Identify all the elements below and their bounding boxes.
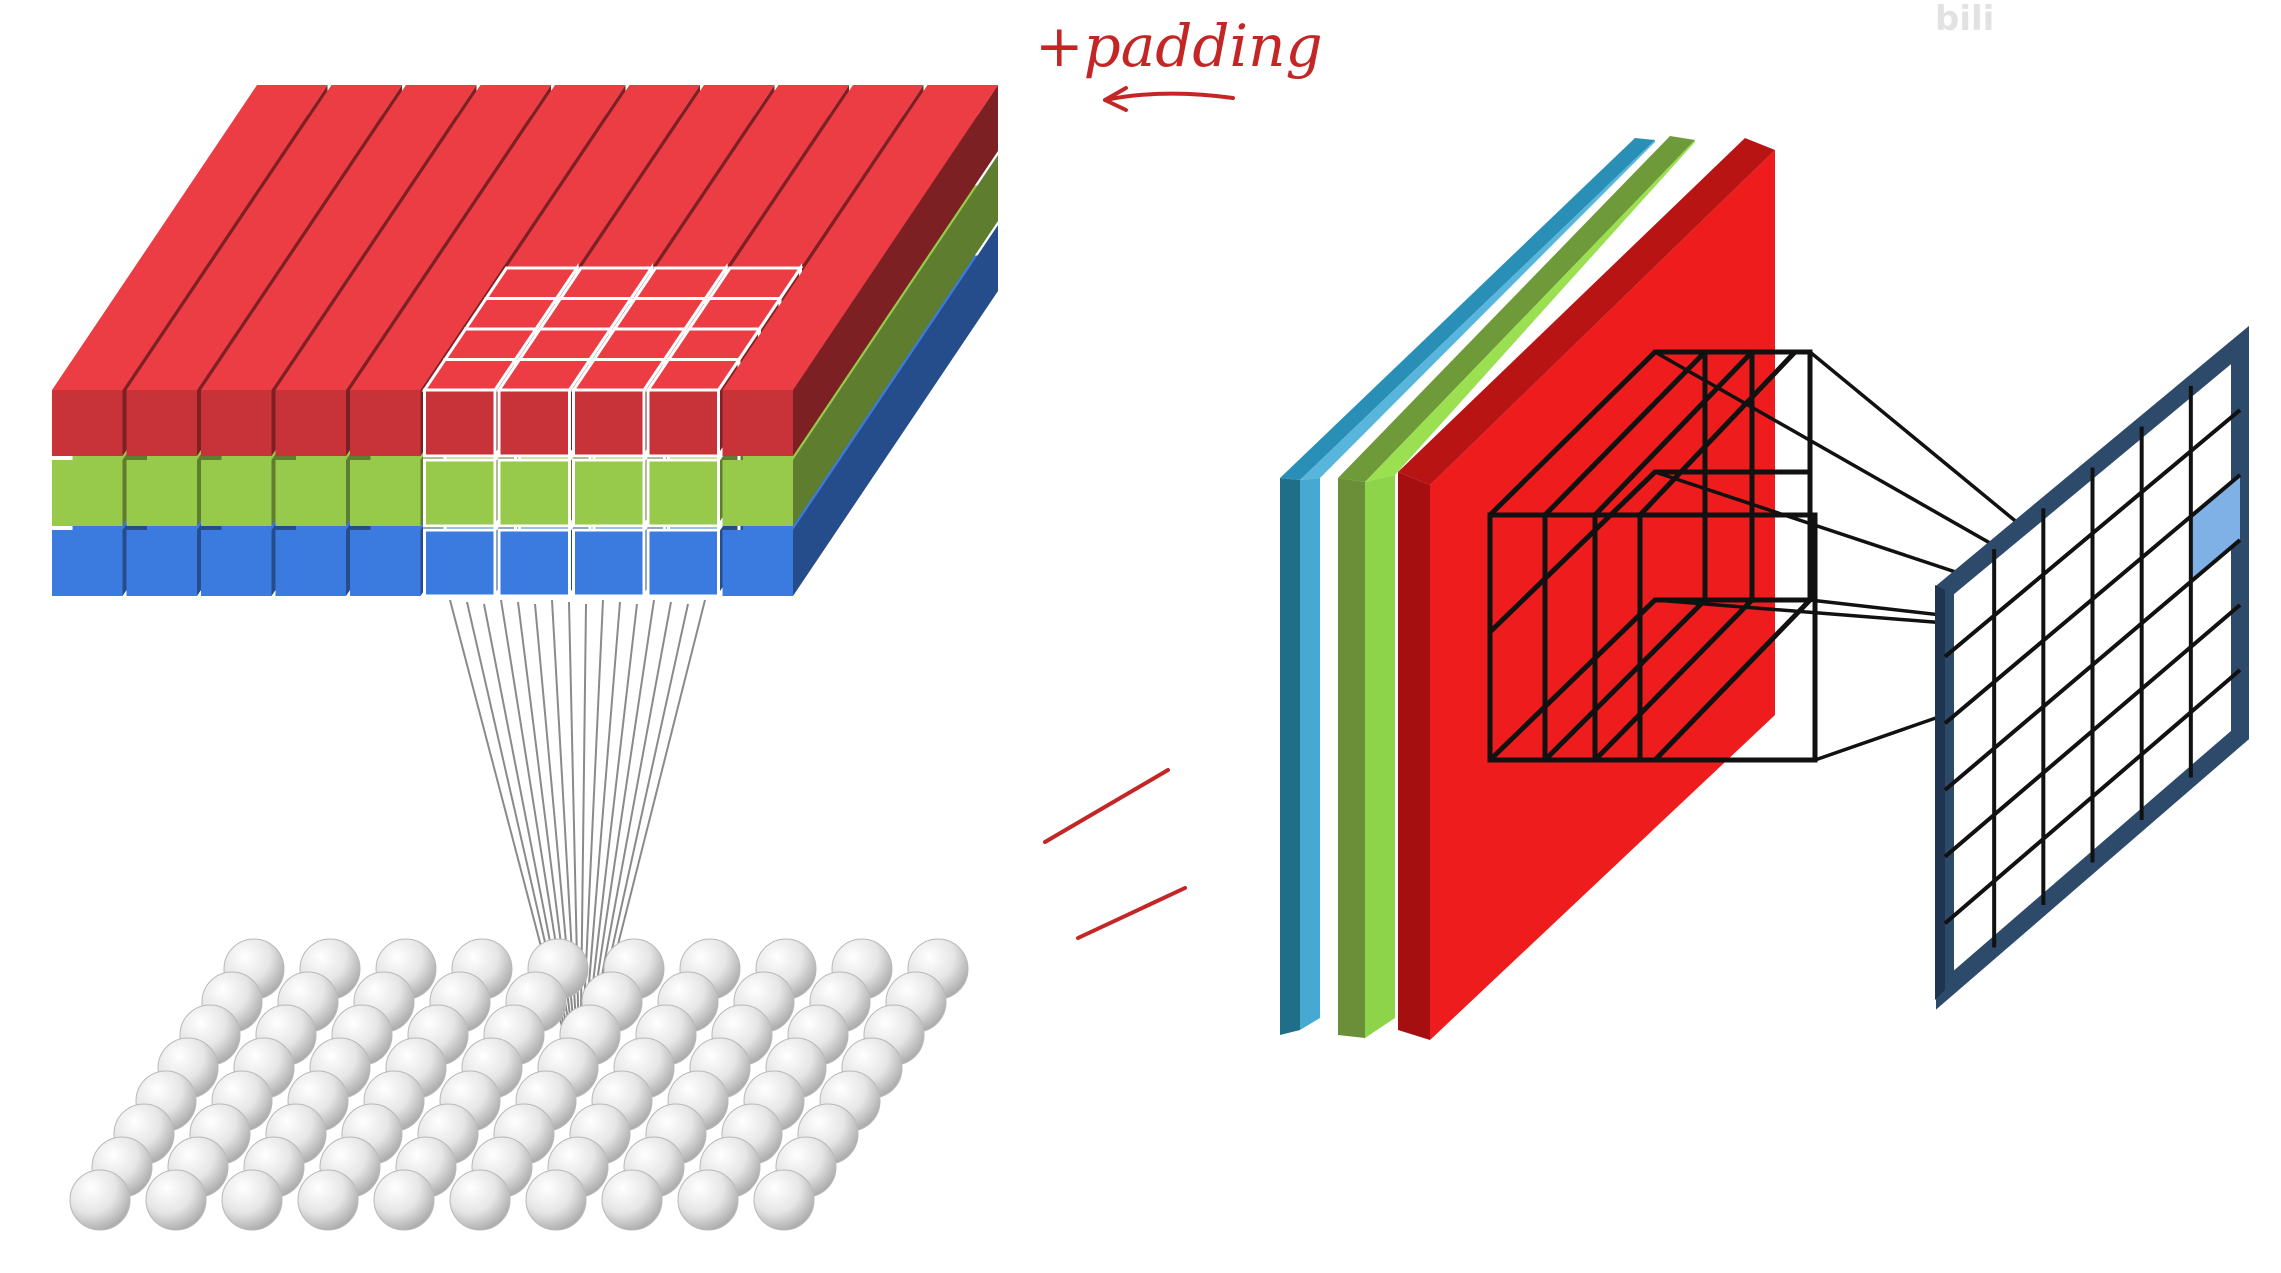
channel-layer-red: [52, 85, 998, 461]
channel-plates: [1280, 136, 1775, 1040]
padding-arrow-icon: [1103, 86, 1235, 112]
padding-annotation: +padding: [1035, 12, 1323, 112]
output-neuron-plane: [69, 938, 969, 1231]
grid-line-horizontal: [1943, 473, 2242, 725]
equivalence-mark-icon: [1043, 768, 1187, 940]
output-frame-side: [1935, 585, 1945, 1000]
neuron-sphere: [221, 1169, 283, 1231]
neuron-sphere: [449, 1169, 511, 1231]
neuron-sphere: [373, 1169, 435, 1231]
neuron-sphere: [753, 1169, 815, 1231]
output-highlight-cell: [2190, 475, 2240, 582]
padding-label: +padding: [1035, 12, 1323, 80]
grid-line-horizontal: [1943, 538, 2242, 792]
neuron-sphere: [69, 1169, 131, 1231]
voxel: [722, 359, 814, 456]
neuron-sphere: [297, 1169, 359, 1231]
grid-line-horizontal: [1943, 603, 2242, 859]
plate-red: [1398, 138, 1775, 1040]
voxel: [722, 429, 814, 526]
voxel: [722, 499, 814, 596]
kernel-line: [500, 599, 581, 1096]
neuron-sphere: [601, 1169, 663, 1231]
neuron-sphere: [677, 1169, 739, 1231]
plate-blue: [1280, 138, 1655, 1035]
neuron-sphere: [145, 1169, 207, 1231]
grid-line-horizontal: [1943, 408, 2242, 659]
output-feature-map: [1935, 325, 2249, 1010]
watermark-text: bili: [1935, 0, 1994, 39]
plate-green: [1338, 136, 1695, 1038]
input-volume: [52, 85, 998, 601]
grid-line-horizontal: [1943, 668, 2242, 925]
neuron-sphere: [525, 1169, 587, 1231]
